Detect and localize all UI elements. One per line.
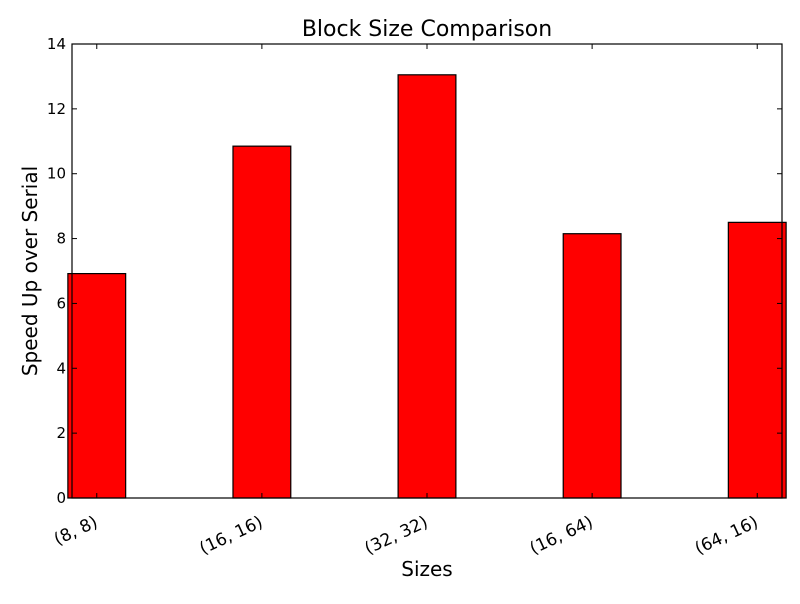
y-axis-label: Speed Up over Serial — [18, 166, 42, 376]
y-tick-label-4: 8 — [56, 230, 66, 248]
bar-2 — [397, 74, 457, 499]
bar-4 — [727, 221, 787, 499]
y-tick-label-7: 14 — [47, 35, 66, 53]
plot-frame — [71, 43, 783, 499]
bar-1 — [232, 145, 292, 499]
x-tick-label-4: (64, 16) — [692, 512, 761, 559]
y-tick-label-5: 10 — [47, 165, 66, 183]
x-tick-label-3: (16, 64) — [527, 512, 596, 559]
x-tick-label-1: (16, 16) — [197, 512, 266, 559]
y-tick-label-6: 12 — [47, 100, 66, 118]
bar-3 — [562, 233, 622, 499]
x-tick-label-2: (32, 32) — [362, 512, 431, 559]
chart-title: Block Size Comparison — [302, 17, 552, 42]
y-tick-label-2: 4 — [56, 359, 66, 377]
bars-layer — [67, 74, 787, 499]
x-tick-label-0: (8, 8) — [51, 512, 101, 549]
y-tick-label-1: 2 — [56, 424, 66, 442]
bar-0 — [67, 272, 127, 499]
x-axis-label: Sizes — [401, 557, 452, 581]
y-tick-label-3: 6 — [56, 294, 66, 312]
y-tick-label-0: 0 — [56, 489, 66, 507]
